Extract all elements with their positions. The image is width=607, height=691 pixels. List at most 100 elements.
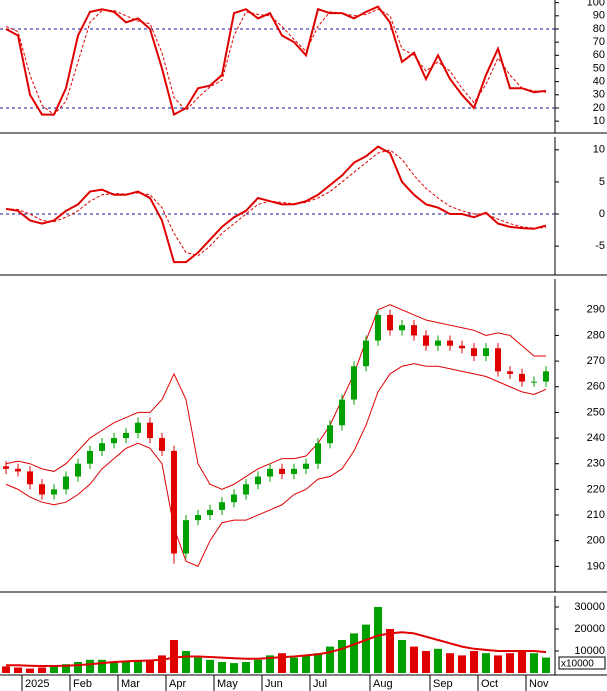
volume-bar: [170, 640, 178, 673]
volume-bar: [482, 653, 490, 673]
candle-body: [267, 468, 273, 477]
volume-bar: [410, 646, 418, 673]
candle-body: [15, 468, 21, 472]
band-line: [5, 304, 546, 490]
candle-body: [399, 325, 405, 331]
unit-box: [558, 656, 606, 670]
candle-body: [159, 438, 165, 451]
candle-body: [423, 335, 429, 346]
volume-bar: [506, 653, 514, 673]
candle-body: [195, 515, 201, 521]
volume-bar: [302, 655, 310, 673]
volume-bar: [194, 657, 202, 673]
y-tick-label: 220: [587, 483, 605, 495]
y-tick-label: 30: [593, 89, 605, 101]
volume-bar: [206, 659, 214, 673]
candle-body: [207, 509, 213, 516]
candle-body: [375, 314, 381, 341]
candle-body: [183, 520, 189, 554]
candle-body: [351, 366, 357, 400]
y-tick-label: 290: [587, 304, 605, 316]
unit-label: x10000: [561, 659, 594, 670]
x-tick-label: Aug: [373, 678, 393, 690]
candle-body: [255, 476, 261, 485]
volume-bar: [254, 659, 262, 673]
candle-body: [99, 443, 105, 451]
y-tick-label: 60: [593, 49, 605, 61]
series-line: [5, 5, 547, 117]
volume-bar: [374, 607, 382, 673]
volume-bar: [146, 659, 154, 673]
candle-body: [483, 348, 489, 356]
candle-body: [63, 476, 69, 490]
candle-body: [219, 502, 225, 510]
volume-bar: [38, 667, 46, 673]
candle-body: [147, 422, 153, 439]
y-tick-label: 70: [593, 36, 605, 48]
y-tick-label: 20: [593, 102, 605, 114]
candle-body: [279, 468, 285, 474]
volume-bar: [266, 655, 274, 673]
y-tick-label: 260: [587, 381, 605, 393]
volume-bar: [470, 651, 478, 673]
x-tick-label: Oct: [481, 678, 498, 690]
series-line: [5, 145, 547, 264]
y-tick-label: 240: [587, 432, 605, 444]
candle-body: [291, 468, 297, 474]
y-tick-label: 280: [587, 329, 605, 341]
volume-bar: [530, 653, 538, 673]
candle-body: [315, 443, 321, 464]
candle-body: [495, 348, 501, 372]
candle-body: [231, 494, 237, 503]
candle-body: [459, 345, 465, 349]
volume-bar: [50, 666, 58, 673]
x-tick-label: 2025: [25, 678, 49, 690]
candle-body: [543, 371, 549, 382]
volume-bar: [26, 668, 34, 673]
volume-bar: [134, 660, 142, 673]
volume-bar: [230, 663, 238, 673]
volume-bar: [74, 662, 82, 673]
x-tick-label: Sep: [433, 678, 453, 690]
y-tick-label: 10: [593, 115, 605, 127]
y-tick-label: 190: [587, 560, 605, 572]
y-tick-label: 30000: [574, 601, 605, 613]
volume-bar: [494, 655, 502, 673]
volume-bar: [242, 662, 250, 673]
candle-body: [87, 450, 93, 464]
candle-body: [519, 373, 525, 382]
candle-body: [303, 463, 309, 469]
candle-body: [387, 314, 393, 331]
candle-body: [363, 340, 369, 367]
volume-bar: [458, 655, 466, 673]
candle-body: [447, 340, 453, 346]
candle-body: [339, 399, 345, 426]
candle-body: [27, 471, 33, 485]
candle-body: [435, 340, 441, 346]
x-tick-label: Apr: [169, 678, 186, 690]
y-tick-label: 20000: [574, 623, 605, 635]
series-line: [5, 8, 547, 116]
candle-body: [123, 432, 129, 439]
volume-bar: [158, 655, 166, 673]
y-tick-label: 40: [593, 76, 605, 88]
y-tick-label: 270: [587, 355, 605, 367]
x-tick-label: Jul: [313, 678, 327, 690]
volume-bar: [122, 662, 130, 673]
candle-body: [171, 450, 177, 554]
candle-body: [507, 371, 513, 374]
volume-bar: [326, 646, 334, 673]
candle-body: [531, 381, 537, 383]
y-tick-label: 80: [593, 23, 605, 35]
volume-bar: [362, 624, 370, 673]
volume-bar: [110, 662, 118, 673]
volume-ma-line: [6, 631, 547, 667]
volume-bar: [62, 664, 70, 673]
y-tick-label: 250: [587, 406, 605, 418]
volume-bar: [422, 651, 430, 673]
y-tick-label: 90: [593, 10, 605, 22]
candle-body: [327, 425, 333, 444]
volume-bar: [542, 657, 550, 673]
y-tick-label: 200: [587, 535, 605, 547]
